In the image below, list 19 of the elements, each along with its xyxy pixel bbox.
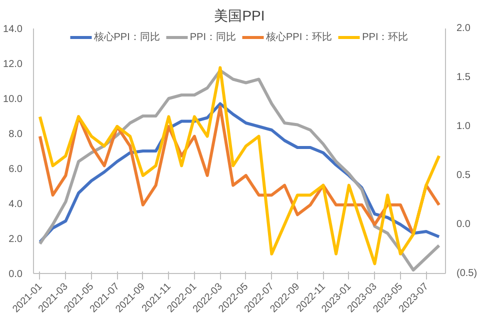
y2-tick-label: 1.5 — [456, 72, 471, 83]
legend-label: PPI：同比 — [190, 30, 236, 44]
chart-title: 美国PPI — [214, 8, 265, 24]
y2-tick-label: 1.0 — [456, 121, 471, 132]
legend-label: 核心PPI：环比 — [266, 30, 332, 44]
y2-tick-label: 2.0 — [456, 23, 471, 34]
y-tick-label: 8.0 — [8, 129, 23, 140]
y-tick-label: 0.0 — [8, 269, 23, 280]
y-tick-label: 2.0 — [8, 234, 23, 245]
y2-tick-label: (0.5) — [456, 268, 478, 279]
y2-tick-label: 0.0 — [456, 219, 471, 230]
y-tick-label: 10.0 — [3, 94, 23, 105]
y-tick-label: 12.0 — [3, 59, 23, 70]
y-tick-label: 14.0 — [3, 24, 23, 35]
y2-tick-label: 0.5 — [456, 170, 471, 181]
legend-label: PPI：环比 — [362, 30, 408, 44]
legend-label: 核心PPI：同比 — [94, 30, 160, 44]
y-tick-label: 4.0 — [8, 199, 23, 210]
y-tick-label: 6.0 — [8, 164, 23, 175]
